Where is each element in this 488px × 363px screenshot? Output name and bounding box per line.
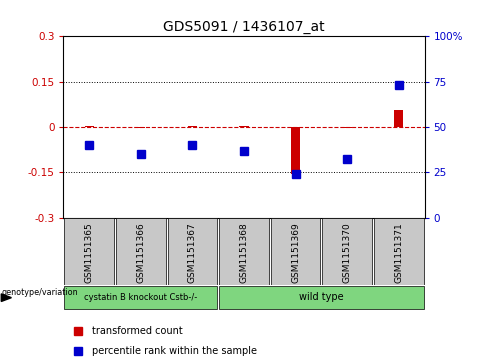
Bar [219,218,269,285]
Text: GSM1151365: GSM1151365 [85,222,94,283]
Text: GSM1151366: GSM1151366 [136,222,145,283]
Bar [188,126,197,127]
Bar [323,218,372,285]
Title: GDS5091 / 1436107_at: GDS5091 / 1436107_at [163,20,325,34]
Bar [239,126,249,127]
Text: wild type: wild type [299,292,344,302]
Bar [374,218,424,285]
Text: GSM1151370: GSM1151370 [343,222,352,283]
Text: GSM1151368: GSM1151368 [240,222,248,283]
Bar [291,127,300,174]
Bar [64,218,114,285]
Bar [168,218,217,285]
Text: GSM1151367: GSM1151367 [188,222,197,283]
Bar [394,110,404,127]
Text: transformed count: transformed count [92,326,183,336]
Text: percentile rank within the sample: percentile rank within the sample [92,346,257,356]
Bar [116,218,165,285]
Text: GSM1151371: GSM1151371 [394,222,403,283]
Bar [136,127,145,128]
Bar [84,126,94,127]
Text: cystatin B knockout Cstb-/-: cystatin B knockout Cstb-/- [84,293,198,302]
Bar [219,286,424,309]
Bar [343,127,352,128]
Text: genotype/variation: genotype/variation [1,287,78,297]
Bar [64,286,217,309]
Text: GSM1151369: GSM1151369 [291,222,300,283]
Polygon shape [1,294,11,301]
Bar [271,218,320,285]
